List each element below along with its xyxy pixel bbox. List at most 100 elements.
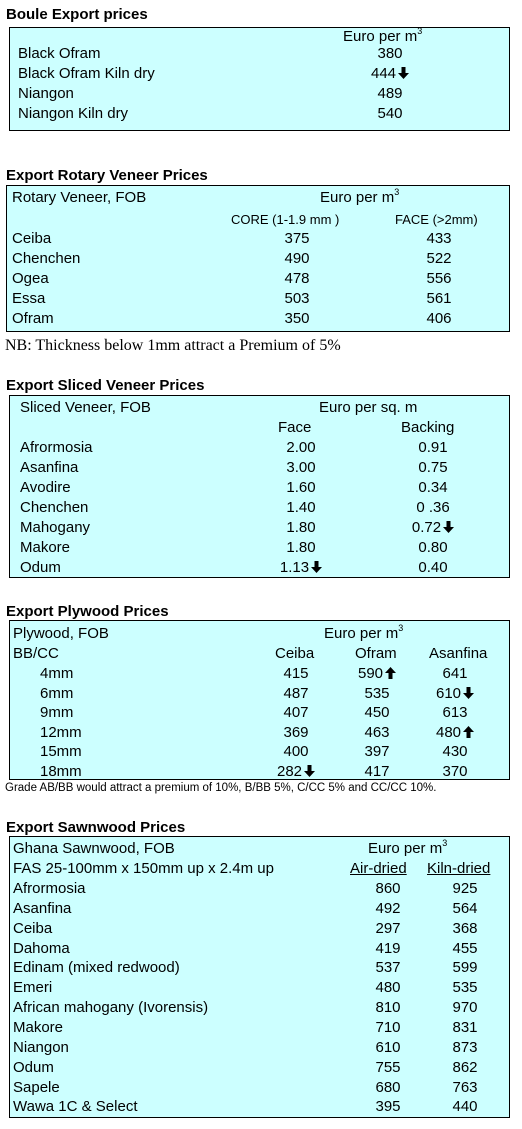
sawnwood-air-cell-text: 537 <box>375 959 401 977</box>
rotary-face-cell-text: 556 <box>426 270 452 287</box>
sliced-backing-cell-text: 0.75 <box>418 459 448 476</box>
plywood-section-title: Export Plywood Prices <box>6 603 169 620</box>
sliced-face-cell: 1.80 <box>246 539 356 556</box>
rotary-core-cell: 350 <box>247 310 347 327</box>
sawnwood-name-cell-text: Edinam (mixed redwood) <box>13 959 180 977</box>
sliced-backing-cell: 0.80 <box>378 539 488 556</box>
sawnwood-air-cell: 537 <box>338 959 438 976</box>
plywood-size-cell: 15mm <box>40 743 82 760</box>
sawnwood-kiln-cell-text: 925 <box>452 880 478 897</box>
sawnwood-kiln-cell: 368 <box>415 920 515 937</box>
plywood-size-cell-text: 4mm <box>40 665 74 682</box>
rotary-core-cell: 478 <box>247 270 347 287</box>
sawnwood-kiln-cell-text: 970 <box>452 999 478 1017</box>
sawnwood-name-cell: African mahogany (Ivorensis) <box>13 999 208 1016</box>
plywood-ceiba-cell-text: 407 <box>283 704 309 722</box>
sawnwood-air-cell-text: 395 <box>375 1098 401 1116</box>
rotary-face-header: FACE (>2mm) <box>395 212 478 227</box>
boule-price-cell: 540 <box>340 105 440 122</box>
plywood-ofram-cell-text: 535 <box>364 684 390 702</box>
sawnwood-name-cell: Wawa 1C & Select <box>13 1098 138 1115</box>
plywood-asanfina-cell-text: 430 <box>442 743 468 761</box>
sawnwood-kiln-dried-header: Kiln-dried <box>427 860 491 877</box>
plywood-unit-superscript: 3 <box>398 623 404 633</box>
sliced-name-cell: Avodire <box>20 479 71 496</box>
plywood-ceiba-cell-text: 415 <box>283 665 309 682</box>
sliced-backing-cell: 0.40 <box>378 559 488 576</box>
plywood-ceiba-cell-text: 282 <box>276 763 303 780</box>
sawnwood-kiln-cell: 535 <box>415 979 515 996</box>
boule-price-cell-text: 380 <box>377 45 403 62</box>
rotary-name-cell: Ofram <box>12 310 54 327</box>
sawnwood-name-cell-text: Emeri <box>13 979 53 997</box>
plywood-size-cell: 12mm <box>40 724 82 741</box>
boule-name-cell-text: Black Ofram Kiln dry <box>18 65 155 82</box>
sawnwood-air-cell: 680 <box>338 1079 438 1096</box>
arrow-down-icon <box>463 686 475 699</box>
plywood-size-cell-text: 18mm <box>40 763 82 780</box>
plywood-size-cell-text: 9mm <box>40 704 74 722</box>
arrow-down-icon <box>443 521 455 533</box>
sliced-backing-cell: 0.72 <box>378 519 488 536</box>
sliced-face-cell-text: 1.80 <box>286 519 316 536</box>
rotary-price-table: Rotary Veneer, FOB Euro per m3 CORE (1-1… <box>6 185 510 332</box>
sawnwood-kiln-cell: 925 <box>415 880 515 897</box>
sliced-name-cell-text: Mahogany <box>20 519 91 536</box>
plywood-ceiba-cell: 369 <box>251 724 341 741</box>
sliced-face-cell: 1.40 <box>246 499 356 516</box>
boule-name-cell: Niangon <box>18 85 74 102</box>
rotary-core-cell: 375 <box>247 230 347 247</box>
sawnwood-kiln-cell-text: 455 <box>452 939 478 957</box>
sawnwood-air-cell: 810 <box>338 999 438 1016</box>
sawnwood-air-cell-text: 610 <box>375 1038 401 1056</box>
sawnwood-air-cell: 480 <box>338 979 438 996</box>
sawnwood-kiln-cell-text: 368 <box>452 919 478 937</box>
plywood-ofram-cell-text: 417 <box>364 763 390 780</box>
sawnwood-air-cell-text: 755 <box>375 1058 401 1076</box>
sawnwood-air-cell: 755 <box>338 1059 438 1076</box>
plywood-ofram-cell: 463 <box>337 724 417 741</box>
plywood-ceiba-cell: 487 <box>251 685 341 702</box>
sliced-backing-cell: 0.34 <box>378 479 488 496</box>
plywood-size-cell-text: 6mm <box>40 684 74 702</box>
sawnwood-kiln-cell: 970 <box>415 999 515 1016</box>
sliced-name-cell: Chenchen <box>20 499 88 516</box>
plywood-ceiba-cell: 282 <box>251 763 341 780</box>
sliced-backing-header: Backing <box>401 419 455 436</box>
plywood-ceiba-header: Ceiba <box>275 645 315 662</box>
rotary-name-cell-text: Chenchen <box>12 250 81 267</box>
plywood-ceiba-cell-text: 487 <box>283 684 309 702</box>
plywood-ofram-cell: 590 <box>337 665 417 682</box>
boule-name-cell-text: Black Ofram <box>18 45 101 62</box>
sawnwood-kiln-cell-text: 440 <box>452 1098 478 1116</box>
rotary-core-cell: 503 <box>247 290 347 307</box>
rotary-unit-label: Euro per m <box>320 189 395 206</box>
sawnwood-name-cell: Niangon <box>13 1039 69 1056</box>
plywood-grade-label: BB/CC <box>13 645 59 662</box>
sawnwood-air-cell-text: 680 <box>375 1078 401 1096</box>
plywood-asanfina-cell: 480 <box>410 724 500 741</box>
plywood-size-cell-text: 15mm <box>40 743 82 761</box>
rotary-name-cell-text: Essa <box>12 290 46 307</box>
sliced-backing-cell-text: 0.40 <box>418 559 448 576</box>
sliced-face-cell-text: 3.00 <box>286 459 316 476</box>
plywood-asanfina-header: Asanfina <box>429 645 488 662</box>
sawnwood-name-cell: Afrormosia <box>13 880 86 897</box>
sliced-backing-cell-text: 0.80 <box>418 539 448 556</box>
boule-name-cell: Black Ofram <box>18 45 101 62</box>
sawnwood-kiln-cell: 455 <box>415 940 515 957</box>
rotary-face-cell-text: 406 <box>426 310 452 327</box>
sliced-backing-cell: 0 .36 <box>378 499 488 516</box>
sawnwood-air-cell: 492 <box>338 900 438 917</box>
plywood-ceiba-cell-text: 400 <box>283 743 309 761</box>
plywood-ofram-cell-text: 463 <box>364 723 390 741</box>
boule-name-cell: Niangon Kiln dry <box>18 105 128 122</box>
boule-unit-label: Euro per m <box>343 28 418 45</box>
sawnwood-kiln-cell: 831 <box>415 1019 515 1036</box>
arrow-down-icon <box>311 561 323 573</box>
rotary-face-cell: 522 <box>389 250 489 267</box>
plywood-asanfina-cell-text: 480 <box>435 723 462 741</box>
sliced-name-cell-text: Afrormosia <box>20 439 93 456</box>
boule-price-table: Euro per m3 Black Ofram 380 Black Ofram Ki… <box>9 27 510 131</box>
boule-price-cell-text: 444 <box>370 65 397 82</box>
